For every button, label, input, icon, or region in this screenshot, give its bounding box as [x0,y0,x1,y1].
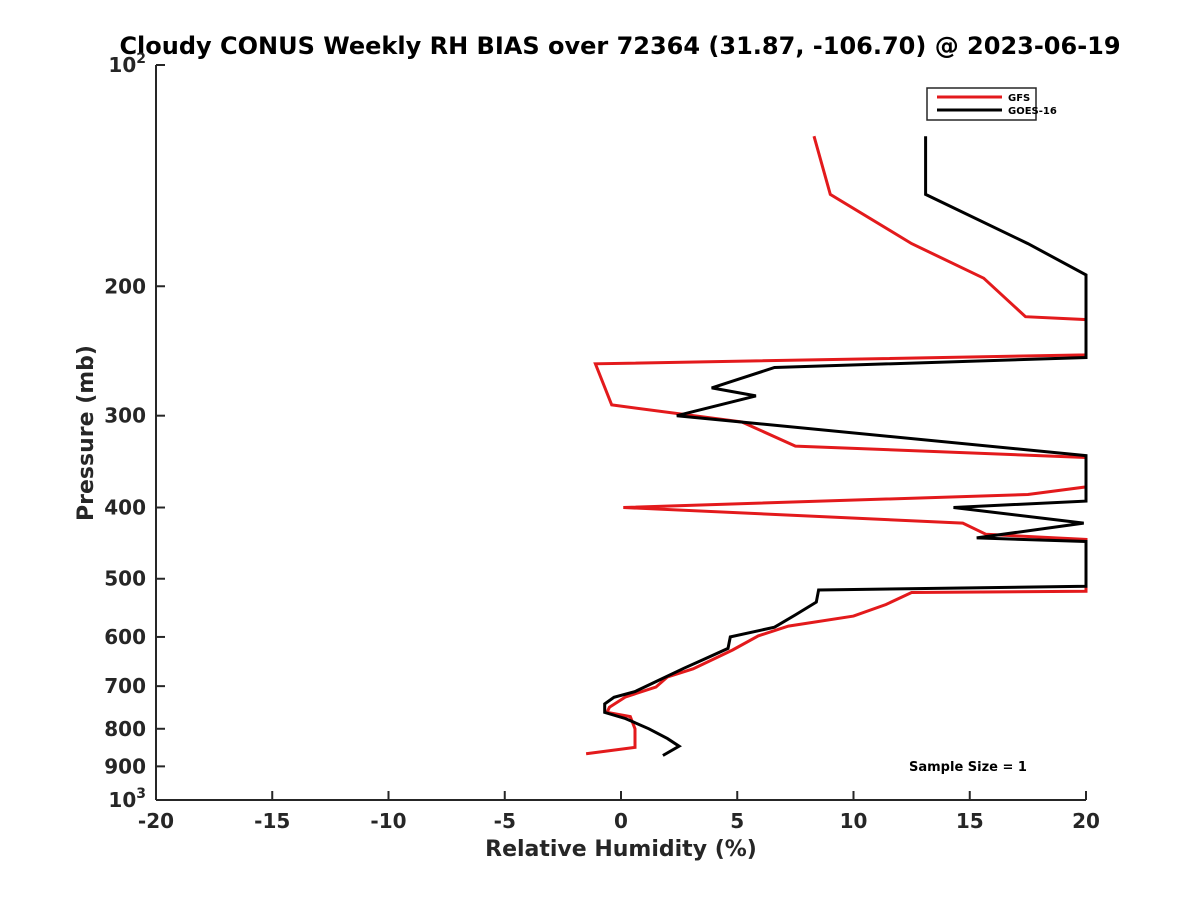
legend: GFS GOES-16 [926,87,1057,121]
x-tick-label: 0 [614,809,628,833]
y-tick-label: 700 [104,674,146,698]
y-tick-label: 300 [104,404,146,428]
legend-label-gfs: GFS [1008,93,1030,104]
legend-label-goes16: GOES-16 [1008,106,1057,117]
y-ticks: 102 200 300 400 500 600 700 800 900 103 [104,51,165,812]
chart-title: Cloudy CONUS Weekly RH BIAS over 72364 (… [119,32,1120,60]
series-layer [585,135,1088,757]
y-tick-label: 500 [104,567,146,591]
y-tick-label: 600 [104,625,146,649]
x-tick-label: 15 [956,809,984,833]
sample-size-annotation: Sample Size = 1 [909,760,1027,775]
x-tick-label: -15 [254,809,290,833]
series-line-goes-16 [603,136,1088,757]
x-tick-label: 5 [730,809,744,833]
y-tick-label: 103 [108,786,146,812]
x-axis-title: Relative Humidity (%) [485,837,757,862]
x-tick-label: -5 [494,809,516,833]
y-axis-title: Pressure (mb) [74,345,99,521]
y-tick-label: 800 [104,717,146,741]
x-tick-label: -10 [370,809,406,833]
x-tick-label: 20 [1072,809,1100,833]
y-tick-label: 102 [108,51,146,77]
x-tick-label: 10 [840,809,868,833]
legend-box [926,87,1037,121]
plot-area [156,65,1086,800]
x-tick-label: -20 [138,809,174,833]
y-tick-label: 400 [104,496,146,520]
x-ticks: -20 -15 -10 -5 0 5 10 15 20 [138,791,1100,833]
y-tick-label: 200 [104,274,146,298]
y-tick-label: 900 [104,754,146,778]
